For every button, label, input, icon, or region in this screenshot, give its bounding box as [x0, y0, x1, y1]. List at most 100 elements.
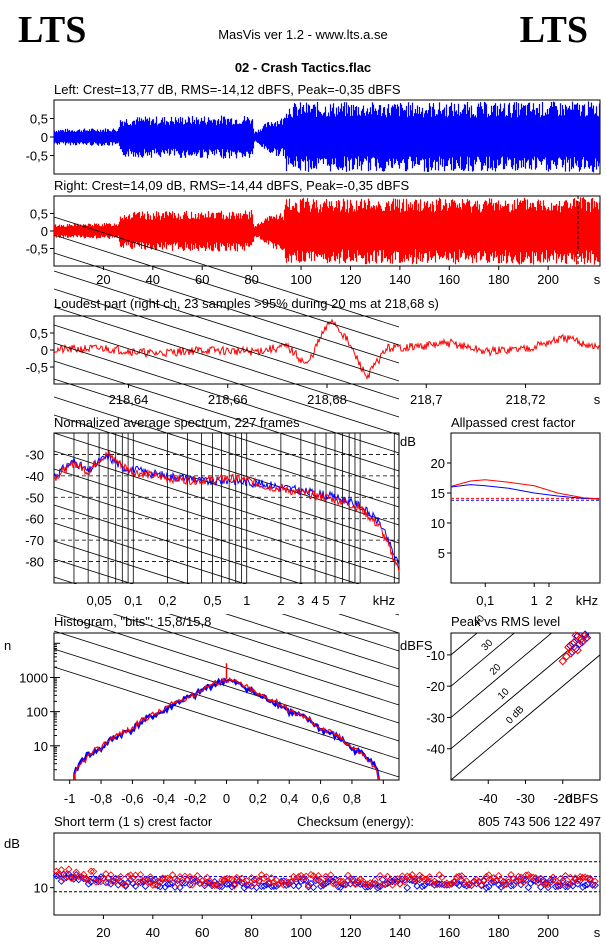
- short_term_crest-title: Short term (1 s) crest factor: [54, 814, 213, 829]
- left_wave-ytick-label: -0,5: [26, 149, 48, 164]
- left_wave-title: Left: Crest=13,77 dB, RMS=-14,12 dBFS, P…: [54, 82, 401, 97]
- short_term_crest-point: [287, 878, 295, 886]
- short_term_crest-frame: [53, 832, 601, 916]
- app-title: MasVis ver 1.2 - www.lts.a.se: [218, 27, 388, 42]
- short_term_crest-point: [554, 881, 562, 890]
- histogram-ytick-label: 10: [34, 739, 48, 754]
- avg_spectrum-slope-line: [53, 288, 400, 400]
- loudest_part-xtick-label: 218,72: [506, 392, 546, 407]
- lts-logo-right: LTS: [519, 9, 588, 51]
- histogram-xtick-label: -0,8: [90, 791, 112, 806]
- short_term_crest-point: [396, 880, 404, 888]
- short_term_crest-point: [240, 883, 248, 892]
- right_wave-ytick-label: 0: [41, 224, 48, 239]
- short_term_crest-point: [114, 875, 122, 883]
- short_term_crest-point: [376, 871, 384, 880]
- avg_spectrum-ytick-label: -40: [25, 469, 44, 484]
- histogram-xtick-label: 0,6: [312, 791, 330, 806]
- short_term_crest-point: [524, 871, 533, 879]
- short_term_crest-xtick-label: 20: [96, 925, 110, 940]
- short_term_crest-point: [517, 880, 525, 889]
- lts-logo-left: LTS: [18, 9, 87, 51]
- right_wave-title: Right: Crest=14,09 dB, RMS=-14,44 dBFS, …: [54, 178, 409, 193]
- allpassed_crest-ytick-label: 10: [431, 516, 445, 531]
- short_term_crest-point: [262, 873, 271, 881]
- allpassed_crest-xtick-label: 2: [545, 593, 552, 608]
- short_term_crest-point: [319, 879, 328, 888]
- right_wave-xtick-label: 80: [244, 272, 258, 287]
- short_term_crest-point: [193, 877, 202, 885]
- short_term_crest-point: [183, 875, 192, 884]
- short_term_crest-point: [245, 881, 253, 889]
- short_term_crest-point: [230, 881, 239, 890]
- short_term_crest-point: [289, 872, 298, 881]
- right_wave-xtick-label: 160: [438, 272, 460, 287]
- avg_spectrum-title: Normalized average spectrum, 227 frames: [54, 415, 300, 430]
- avg_spectrum-slope-line: [53, 270, 400, 382]
- short_term_crest-point: [398, 872, 407, 880]
- short_term_crest-point: [519, 878, 528, 886]
- avg_spectrum-xtick-label: 3: [297, 593, 304, 608]
- short_term_crest-point: [559, 877, 567, 885]
- right_wave-xtick-label: 140: [389, 272, 411, 287]
- avg_spectrum-slope-line: [53, 342, 400, 454]
- short_term_crest-point: [62, 870, 71, 879]
- short_term_crest-xtick-label: 100: [290, 925, 312, 940]
- short_term_crest-point: [556, 874, 565, 883]
- peak_vs_rms-ytick-label: -10: [426, 648, 445, 663]
- short_term_crest-point: [77, 873, 85, 881]
- short_term_crest-point: [487, 876, 496, 884]
- short_term_crest-point: [472, 876, 481, 884]
- short_term_crest-point: [136, 870, 145, 879]
- peak_vs_rms-ytick-label: -40: [426, 742, 445, 757]
- short_term_crest-point: [275, 880, 283, 888]
- short_term_crest-point: [65, 865, 73, 873]
- avg_spectrum-slope-line: [53, 396, 400, 508]
- histogram-series: [73, 677, 380, 780]
- short_term_crest-xtick-label: 120: [340, 925, 362, 940]
- short_term_crest-point: [309, 883, 318, 892]
- avg_spectrum-slope-line: [53, 234, 400, 346]
- histogram-xtick-label: 0: [223, 791, 230, 806]
- short_term_crest-point: [260, 882, 268, 890]
- peak_vs_rms-xtick-label: -40: [479, 791, 498, 806]
- short_term_crest-point: [386, 878, 394, 886]
- short_term_crest-point: [539, 876, 547, 884]
- avg_spectrum-slope-line: [53, 486, 400, 598]
- left_wave-ytick-label: 0,5: [30, 112, 48, 127]
- avg_spectrum-xtick-label: 1: [243, 593, 250, 608]
- right_wave-xunit: s: [594, 272, 601, 287]
- short_term_crest-point: [79, 870, 88, 879]
- short_term_crest-point: [139, 877, 147, 886]
- short_term_crest-point: [354, 877, 362, 885]
- short_term_crest-point: [492, 876, 500, 885]
- short_term_crest-point: [200, 879, 209, 887]
- short_term_crest-point: [126, 871, 135, 879]
- short_term_crest-ytick-label: 10: [34, 881, 48, 896]
- short_term_crest-point: [302, 876, 310, 885]
- loudest_part-title: Loudest part (right ch, 23 samples >95% …: [54, 296, 439, 311]
- loudest_part-xtick-label: 218,64: [109, 392, 149, 407]
- short_term_crest-point: [70, 873, 78, 881]
- short_term_crest-point: [559, 879, 567, 887]
- avg_spectrum-mask-right: [400, 433, 450, 583]
- peak_vs_rms-ytick-label: -30: [426, 710, 445, 725]
- loudest_part-xtick-label: 218,68: [307, 392, 347, 407]
- avg_spectrum-xtick-label: 2: [277, 593, 284, 608]
- avg_spectrum-slope-line: [53, 432, 400, 544]
- peak_vs_rms-diag: [451, 633, 553, 719]
- peak_vs_rms-diag: [451, 654, 600, 780]
- avg_spectrum-xtick-label: 0,5: [204, 593, 222, 608]
- avg_spectrum-mask-bottom: [54, 584, 399, 614]
- short_term_crest-point: [517, 873, 525, 882]
- histogram-xtick-label: 1: [380, 791, 387, 806]
- histogram-ytick-label: 100: [26, 705, 48, 720]
- right_wave-xtick-label: 20: [96, 272, 110, 287]
- avg_spectrum-xunit: kHz: [373, 593, 395, 608]
- short_term_crest-point: [240, 878, 248, 887]
- short_term_crest-point: [151, 875, 160, 884]
- short_term_crest-point: [297, 871, 305, 880]
- short_term_crest-point: [218, 882, 226, 891]
- short_term_crest-point: [509, 875, 518, 883]
